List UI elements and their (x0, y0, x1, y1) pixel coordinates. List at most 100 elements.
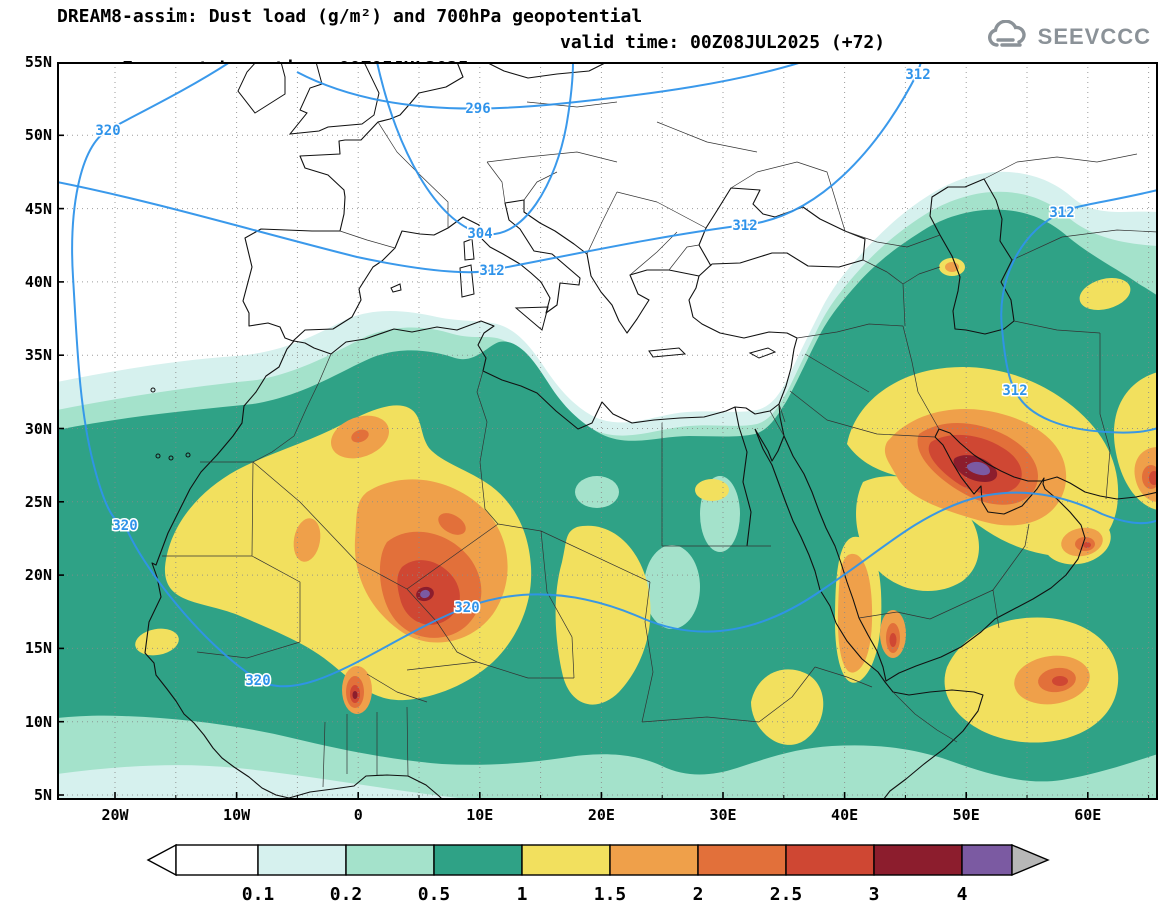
y-tick-label: 10N (24, 712, 52, 731)
colorbar-segment (697, 844, 787, 876)
geopotential-contour-label: 312 (1002, 383, 1027, 399)
y-tick-label: 5N (33, 786, 52, 804)
dust-contour-region (945, 262, 959, 272)
coastline-sinai (754, 403, 785, 462)
y-tick-label: 40N (24, 272, 52, 291)
cloud-icon (987, 20, 1026, 47)
island-sardinia (459, 264, 475, 298)
dust-contour-region (1052, 676, 1068, 686)
forecast-valid-time: valid time: 00Z08JUL2025 (+72) (560, 32, 886, 53)
colorbar-tick-label: 4 (957, 884, 968, 905)
geopotential-contour-label: 296 (465, 101, 490, 117)
colorbar-segment (873, 844, 963, 876)
geopotential-contour-label: 320 (245, 673, 270, 689)
coastline-red-sea-west (754, 428, 984, 801)
y-tick-label: 25N (24, 492, 52, 511)
dust-peak-overlay (420, 461, 991, 599)
geopotential-contour-label: 320 (454, 600, 479, 616)
colorbar-segment (433, 844, 523, 876)
dust-contour-region (293, 518, 321, 562)
island-cyprus (748, 347, 777, 359)
colorbar-under-arrow (146, 843, 177, 877)
dust-contour-region (1083, 542, 1091, 548)
island-canary (185, 452, 191, 458)
y-tick-label: 50N (24, 126, 52, 145)
dust-contour-region (555, 525, 651, 705)
geopotential-labels: 296 304 312 312 312 312 312 320 320 320 320 (94, 66, 1076, 691)
y-tick-label: 15N (24, 639, 52, 658)
coastline-black-sea (698, 187, 866, 268)
map-canvas: 296 304 312 312 312 312 312 320 320 320 320 (56, 61, 1160, 801)
x-tick-label: 20E (587, 806, 615, 824)
dust-contour-region (351, 429, 369, 443)
geopotential-contour-label: 312 (732, 218, 757, 234)
y-tick-label: 45N (24, 199, 52, 218)
colorbar-segment (961, 844, 1013, 876)
island-corsica (463, 238, 475, 261)
y-tick-label: 20N (24, 566, 52, 585)
island-canary (155, 453, 161, 459)
colorbar-over-arrow (1011, 843, 1050, 877)
colorbar-segment (609, 844, 699, 876)
island-canary (168, 455, 174, 461)
x-tick-label: 50E (952, 806, 980, 824)
island-crete (648, 347, 687, 358)
island-mallorca (390, 283, 402, 293)
x-tick-label: 60E (1074, 806, 1102, 824)
dust-contour-region (967, 461, 991, 476)
coastline-caspian (929, 178, 1015, 335)
colorbar-tick-label: 2 (693, 884, 704, 905)
x-tick-label: 0 (353, 806, 363, 824)
island-great-britain (288, 61, 380, 135)
colorbar-tick-label: 1.5 (594, 884, 627, 905)
coastline-arabia (783, 428, 1086, 682)
coastline-iran (938, 428, 1159, 500)
y-tick-label: 55N (24, 53, 52, 71)
dust-contour-region (644, 545, 700, 629)
geopotential-contour-label: 320 (95, 123, 120, 139)
y-tick-label: 35N (24, 346, 52, 365)
nile-river (734, 406, 752, 547)
coastlines (144, 61, 1159, 801)
colorbar-tick-label: 0.1 (242, 884, 275, 905)
coastline-europe-north (242, 61, 713, 342)
geopotential-320-line (71, 61, 1159, 688)
x-tick-label: 40E (831, 806, 859, 824)
logo-text: SEEVCCC (1037, 24, 1151, 49)
dust-contour-region (1079, 278, 1131, 310)
country-borders (162, 101, 1159, 788)
geopotential-contour-label: 312 (905, 67, 930, 83)
geopotential-contours: 296 304 312 312 312 312 312 320 320 320 320 (56, 61, 1159, 691)
graticule (57, 62, 1158, 800)
y-tick-label: 30N (24, 419, 52, 438)
geopotential-contour-label: 312 (479, 263, 504, 279)
x-tick-label: 10E (466, 806, 494, 824)
colorbar-segment (257, 844, 347, 876)
colorbar-legend: 0.1 0.2 0.5 1 1.5 2 2.5 3 4 (146, 843, 1050, 905)
x-tick-label: 30E (709, 806, 737, 824)
dust-contour-region (837, 553, 873, 673)
colorbar-segment (521, 844, 611, 876)
island-madeira (150, 387, 156, 393)
colorbar-tick-label: 0.2 (330, 884, 363, 905)
island-sicily (514, 306, 549, 331)
x-tick-label: 20W (101, 806, 129, 824)
colorbar-segment (175, 844, 259, 876)
dust-contour-region (438, 513, 466, 535)
island-ireland (237, 61, 286, 114)
dust-contour-region (420, 589, 430, 599)
seevccc-logo: SEEVCCC (986, 20, 1151, 54)
map-frame (57, 62, 1158, 800)
dust-contour-region (751, 669, 824, 745)
geopotential-312-line (56, 61, 922, 274)
map-area: 296 304 312 312 312 312 312 320 320 320 320 (56, 61, 1160, 801)
geopotential-304-line (376, 61, 574, 236)
y-axis: 55N 50N 45N 40N 35N 30N 25N 20N 15N 10N 5N (6, 0, 52, 907)
geopotential-312-line (1000, 189, 1159, 434)
dust-contour-region (575, 476, 619, 508)
coastline-turkey-africa (144, 275, 798, 801)
x-tick-label: 10W (223, 806, 251, 824)
dust-contour-region (352, 691, 358, 699)
colorbar-tick-label: 0.5 (418, 884, 451, 905)
